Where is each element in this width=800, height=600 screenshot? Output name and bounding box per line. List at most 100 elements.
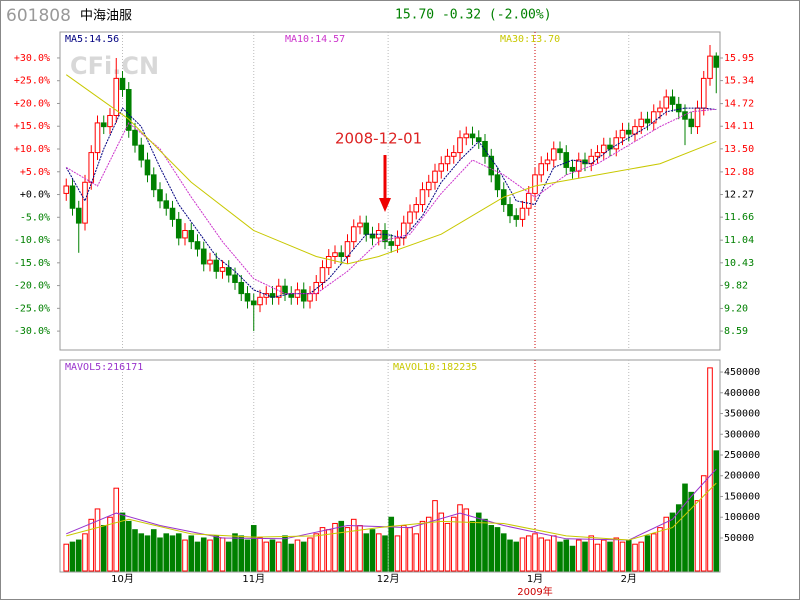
candle-body [532,174,538,194]
right-tick-label: 9.82 [724,280,748,291]
candle-body [194,241,201,250]
left-tick-label: +15.0% [14,121,50,132]
volume-bar [575,539,582,572]
right-tick-label: 12.88 [724,167,754,178]
candle-body [463,133,470,139]
volume-bar [394,535,401,572]
volume-bar [625,539,632,572]
volume-bar [219,537,226,572]
moving-average [65,108,717,295]
legend-entry: MAVOL5:216171 [65,362,143,373]
candle-body [557,148,563,154]
volume-bar [282,535,288,572]
volume-bar [494,527,501,572]
legend-entry: MAVOL10:182235 [393,362,477,373]
left-tick-label: -15.0% [14,258,50,269]
candle-body [575,159,582,172]
candle-body [600,144,607,154]
candle-body [425,181,432,191]
candle-body [350,226,357,243]
volume-bar [444,522,451,572]
volume-bar [238,535,245,572]
right-tick-label: 12.27 [724,190,754,201]
candle-body [713,55,720,68]
candle-body [338,252,345,257]
volume-bar [144,535,151,572]
moving-average [65,107,717,298]
volume-bar [63,543,70,572]
right-tick-label: 8.59 [724,326,748,337]
volume-bar [632,543,638,572]
candle-body [232,274,238,283]
candle-body [188,230,195,243]
volume-bar [200,537,207,572]
volume-bar [188,535,195,572]
volume-bar [644,535,651,572]
candle-body [69,185,76,209]
right-tick-label: 14.11 [724,121,754,132]
left-tick-label: -5.0% [20,212,50,223]
candle-body [688,118,695,128]
candle-body [238,281,245,295]
volume-bar [657,527,663,572]
volume-bar [82,533,88,572]
candle-body [175,218,182,239]
volume-bar [682,483,688,572]
quote: 15.70 -0.32 (-2.00%) [395,8,552,23]
volume-bar [607,541,613,572]
right-tick-label: 50000 [724,533,754,544]
volume-bar [119,512,126,572]
volume-bar [325,529,332,572]
candle-body [625,129,632,135]
volume-bar [307,537,313,572]
left-tick-label: +25.0% [14,76,50,87]
volume-bar [250,525,257,572]
candle-body [638,118,645,128]
candle-body [519,207,526,220]
volume-bar [132,529,138,572]
candle-body [544,159,551,165]
volume-bar [688,491,695,572]
right-tick-label: 9.20 [724,303,748,314]
right-tick-label: 13.50 [724,144,754,155]
candle-body [100,122,107,128]
volume-bar [613,537,620,572]
volume-bar [519,537,526,572]
left-tick-label: +30.0% [14,53,50,64]
moving-average [65,74,717,265]
candle-body [669,96,676,105]
right-tick-label: 150000 [724,491,760,502]
right-tick-label: 15.34 [724,76,754,87]
price-panel [59,31,721,351]
candle-body [594,152,601,157]
moving-average [66,468,717,541]
volume-bar [375,533,382,572]
volume-bar [525,535,532,572]
candle-body [132,129,138,146]
volume-bar [157,537,163,572]
volume-bar [700,475,707,572]
candle-body [307,293,313,302]
volume-bar [475,512,482,572]
candle-body [300,289,307,302]
x-tick-label: 12月 [377,573,400,585]
candle-body [413,204,420,213]
volume-bar [225,541,232,572]
volume-bar [113,487,120,572]
left-tick-label: -20.0% [14,281,50,292]
candle-body [419,189,426,206]
candle-body [225,267,232,276]
candle-body [88,152,95,183]
candle-body [219,267,226,272]
right-tick-label: 14.72 [724,99,754,110]
candle-body [494,174,501,191]
candle-body [382,230,388,243]
volume-bar [369,529,376,572]
candle-body [457,137,463,154]
candle-body [319,267,326,283]
candle-body [538,163,545,176]
candle-body [169,207,176,220]
right-tick-label: 11.04 [724,235,754,246]
candle-body [513,215,520,220]
candle-body [657,107,663,113]
